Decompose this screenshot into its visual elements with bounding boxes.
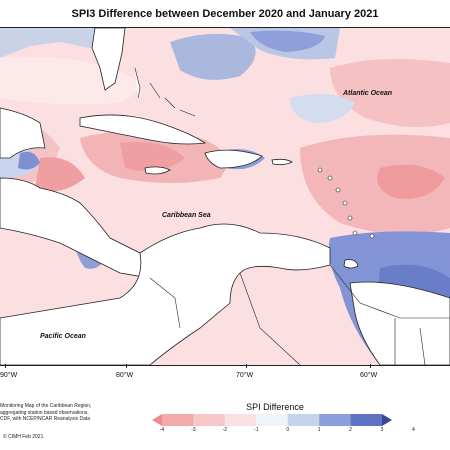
- land-cuba: [79, 114, 207, 145]
- bahamas-2: [149, 82, 161, 99]
- legend-swatch-6: [319, 414, 351, 426]
- legend-tick-3: -1: [254, 427, 259, 433]
- border-2: [329, 264, 450, 319]
- lon-tick-label-0: 90°W: [0, 372, 18, 379]
- legend-tick-6: 2: [349, 427, 352, 433]
- legend-swatch-5: [287, 414, 320, 426]
- land-jamaica: [144, 166, 171, 175]
- lon-tick-mark-2: [246, 364, 247, 368]
- wet-anomaly-north-core: [250, 30, 325, 52]
- wet-anomaly-bahamas: [290, 94, 355, 123]
- label-caribbean-sea: Caribbean Sea: [162, 212, 211, 219]
- legend-swatch-1: [162, 414, 194, 426]
- island-3: [335, 187, 341, 193]
- legend-swatch-7: [350, 414, 382, 426]
- island-5: [347, 215, 353, 221]
- dry-anomaly-east-core: [377, 164, 445, 199]
- credit-line-3: CDF, with NCEP/NCAR Reanalysis Data: [0, 416, 91, 422]
- legend-tick-5: 1: [317, 427, 321, 433]
- wet-anomaly-florida-strait: [170, 33, 256, 80]
- dry-anomaly-southwest: [35, 157, 85, 192]
- island-6: [352, 230, 358, 236]
- bahamas-3: [164, 97, 176, 109]
- lesser-antilles: [317, 167, 375, 239]
- bahamas-4: [179, 109, 196, 117]
- legend-tick-8: 4: [412, 427, 415, 433]
- dry-anomaly-center-core: [120, 142, 185, 172]
- legend-swatch-2: [193, 414, 225, 426]
- legend-swatches: [152, 414, 392, 426]
- wet-anomaly-honduras: [18, 151, 40, 170]
- credit-line-2: aggregating station based observations,: [0, 409, 89, 416]
- credit-text: Monitoring Map of the Caribbean Region, …: [0, 403, 91, 423]
- legend-tick-0: -4: [159, 427, 165, 433]
- island-2: [327, 175, 333, 181]
- legend-swatch-0: [152, 414, 162, 426]
- legend-tick-7: 3: [380, 427, 384, 433]
- legend-colorbar: [152, 414, 392, 426]
- legend-swatch-4: [256, 414, 288, 426]
- legend-swatch-3: [224, 414, 257, 426]
- credit-line-1: Monitoring Map of the Caribbean Region,: [0, 403, 92, 409]
- border-5: [149, 277, 181, 329]
- map-panel: Atlantic Ocean Caribbean Sea Pacific Oce…: [0, 27, 450, 366]
- dry-anomaly-east: [300, 134, 450, 235]
- lon-tick-mark-1: [126, 364, 127, 368]
- border-1: [239, 272, 301, 365]
- land-puerto-rico: [271, 158, 293, 166]
- land-yucatan-mexico: [0, 107, 46, 159]
- legend-title: SPI Difference: [246, 402, 304, 412]
- label-pacific-ocean: Pacific Ocean: [40, 333, 86, 340]
- land-masses: [0, 28, 450, 365]
- land-trinidad: [343, 259, 359, 269]
- lon-tick-mark-0: [5, 364, 6, 368]
- legend-tick-1: -3: [191, 427, 196, 433]
- land-south-america: [0, 223, 331, 365]
- map-title: SPI3 Difference between December 2020 an…: [71, 8, 379, 20]
- island-4: [342, 200, 348, 206]
- lon-tick-label-3: 60°W: [360, 372, 378, 379]
- legend-tick-4: 0: [286, 427, 290, 433]
- copyright-text: © CIMH Feb 2021: [3, 434, 44, 440]
- label-atlantic-ocean: Atlantic Ocean: [343, 90, 393, 97]
- land-hispaniola: [204, 149, 263, 169]
- island-1: [317, 167, 323, 173]
- legend-swatch-8: [382, 414, 392, 426]
- land-florida: [91, 28, 126, 91]
- bahamas-1: [134, 67, 141, 99]
- spi-difference-map: [0, 28, 450, 365]
- land-guianas: [349, 281, 450, 365]
- bahamas-islands: [134, 67, 196, 117]
- wet-anomaly-northwest: [0, 28, 120, 58]
- lon-tick-label-2: 70°W: [236, 372, 254, 379]
- dry-anomaly-mid-atlantic: [330, 59, 450, 127]
- land-central-america: [0, 177, 161, 279]
- border-4: [419, 327, 426, 365]
- legend-tick-2: -2: [222, 427, 228, 433]
- country-borders: [149, 264, 450, 365]
- island-7: [369, 233, 375, 239]
- lon-tick-label-1: 80°W: [116, 372, 134, 379]
- lon-tick-mark-3: [370, 364, 371, 368]
